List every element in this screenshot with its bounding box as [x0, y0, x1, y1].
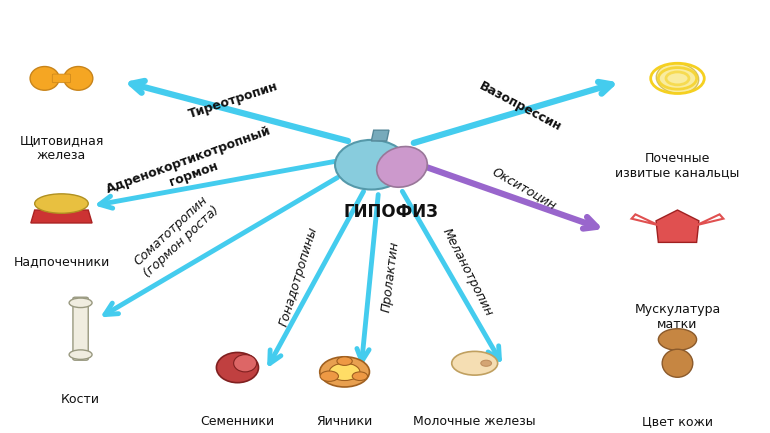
Circle shape — [337, 357, 352, 365]
Text: Почечные
извитые канальцы: Почечные извитые канальцы — [615, 152, 740, 180]
Text: Кости: Кости — [61, 394, 100, 407]
Text: Соматотропин
(гормон роста): Соматотропин (гормон роста) — [131, 192, 222, 280]
Text: Цвет кожи: Цвет кожи — [642, 415, 713, 428]
Ellipse shape — [656, 63, 698, 94]
Text: Яичники: Яичники — [316, 415, 373, 428]
Polygon shape — [656, 210, 699, 242]
Ellipse shape — [69, 298, 92, 307]
Ellipse shape — [30, 67, 59, 90]
Text: Щитовидная
железа: Щитовидная железа — [19, 135, 104, 162]
Text: Гонадотропины: Гонадотропины — [277, 226, 320, 328]
Polygon shape — [371, 130, 389, 141]
Text: ГИПОФИЗ: ГИПОФИЗ — [343, 203, 438, 221]
Ellipse shape — [377, 146, 427, 187]
Ellipse shape — [64, 67, 93, 90]
Text: Семенники: Семенники — [200, 415, 275, 428]
Circle shape — [320, 371, 339, 381]
Circle shape — [658, 329, 697, 350]
Text: Вазопрессин: Вазопрессин — [477, 79, 564, 134]
Text: Меланотропин: Меланотропин — [439, 226, 495, 319]
Circle shape — [352, 372, 367, 381]
FancyBboxPatch shape — [52, 74, 71, 83]
Text: Надпочечники: Надпочечники — [13, 255, 109, 268]
Text: Тиреотропин: Тиреотропин — [187, 79, 280, 121]
Ellipse shape — [233, 355, 256, 372]
Circle shape — [480, 360, 491, 366]
Text: Мускулатура
матки: Мускулатура матки — [634, 303, 721, 331]
Ellipse shape — [320, 357, 370, 387]
Text: Адренокортикотропный
гормон: Адренокортикотропный гормон — [105, 124, 278, 210]
Text: Молочные железы: Молочные железы — [413, 415, 536, 428]
Ellipse shape — [35, 194, 89, 213]
Text: Пролактин: Пролактин — [380, 241, 401, 313]
Ellipse shape — [69, 350, 92, 359]
Circle shape — [330, 363, 360, 381]
FancyBboxPatch shape — [73, 297, 89, 360]
Ellipse shape — [452, 351, 497, 375]
Text: Окситоцин: Окситоцин — [490, 165, 559, 212]
Ellipse shape — [335, 140, 408, 190]
Ellipse shape — [662, 349, 693, 377]
Ellipse shape — [216, 352, 259, 383]
Polygon shape — [31, 210, 92, 223]
